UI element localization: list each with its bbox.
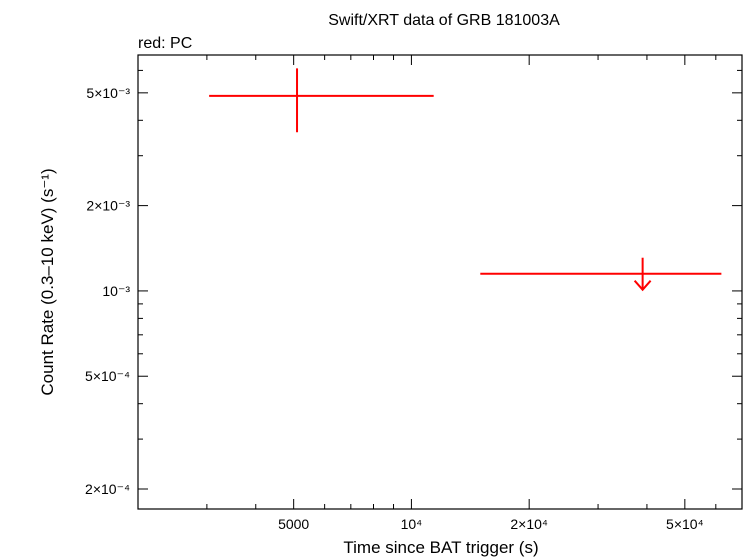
upper-limit-point xyxy=(480,257,722,292)
data-point xyxy=(209,68,434,133)
plot-frame xyxy=(137,54,743,510)
y-tick-label: 5×10⁻³ xyxy=(86,85,130,101)
axis-tick-labels: 5000 10⁴ 2×10⁴ 5×10⁴ 2×10⁻⁴ 5×10⁻⁴ 10⁻³ 2×10⁻³ 5… xyxy=(85,85,704,532)
axis-ticks xyxy=(137,55,743,509)
x-tick-label: 5000 xyxy=(278,516,309,532)
x-tick-label: 5×10⁴ xyxy=(666,516,704,532)
x-tick-label: 10⁴ xyxy=(401,516,423,532)
x-tick-label: 2×10⁴ xyxy=(510,516,548,532)
data-marks xyxy=(209,68,722,292)
y-tick-label: 10⁻³ xyxy=(102,283,130,299)
chart-title: Swift/XRT data of GRB 181003A xyxy=(328,12,560,29)
y-tick-label: 2×10⁻⁴ xyxy=(85,481,130,497)
chart-subtitle: red: PC xyxy=(138,35,192,52)
y-tick-label: 5×10⁻⁴ xyxy=(85,368,130,384)
y-axis-label: Count Rate (0.3–10 keV) (s⁻¹) xyxy=(38,168,57,395)
upper-limit-arrow-head xyxy=(633,280,652,292)
x-axis-label: Time since BAT trigger (s) xyxy=(343,538,538,557)
y-tick-label: 2×10⁻³ xyxy=(86,198,130,214)
